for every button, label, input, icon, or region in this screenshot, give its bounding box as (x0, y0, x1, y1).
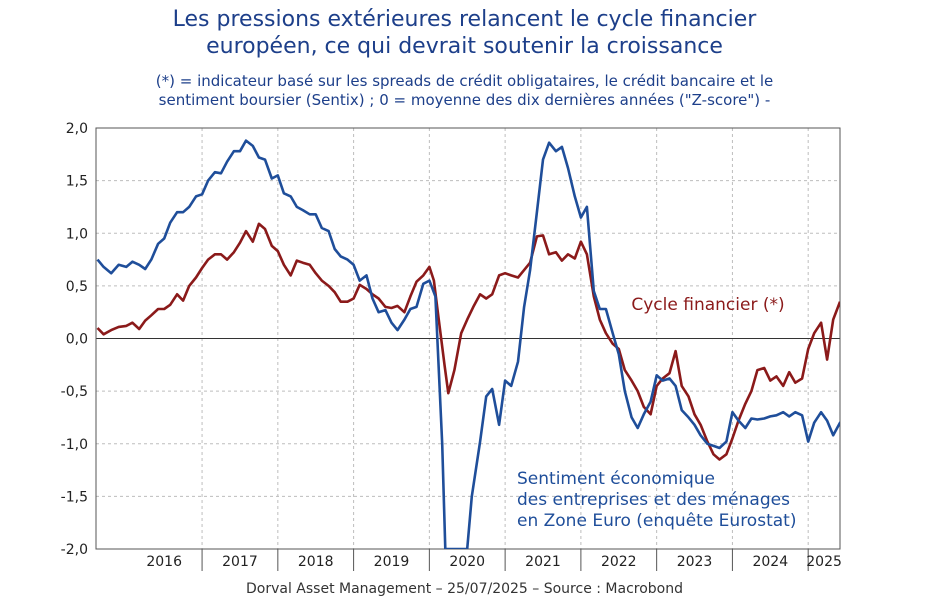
chart-subtitle: (*) = indicateur basé sur les spreads de… (0, 72, 929, 110)
x-tick-label: 2024 (752, 554, 788, 570)
economic-sentiment-line (96, 139, 840, 549)
chart-subtitle-line-1: (*) = indicateur basé sur les spreads de… (155, 72, 774, 90)
sentiment-label-line: Sentiment économique (517, 469, 715, 489)
y-tick-label: -2,0 (61, 542, 88, 558)
y-tick-label: 2,0 (66, 121, 88, 137)
financial-cycle-line (96, 222, 840, 461)
sentiment-label-line: des entreprises et des ménages (517, 490, 790, 510)
financial-cycle-label: Cycle financier (*) (631, 295, 784, 315)
source-footer: Dorval Asset Management – 25/07/2025 – S… (245, 581, 684, 597)
sentiment-label-line: en Zone Euro (enquête Eurostat) (517, 511, 796, 531)
y-tick-label: -1,5 (61, 489, 88, 505)
x-tick-label: 2018 (298, 554, 334, 570)
chart-title-line-2: européen, ce qui devrait soutenir la cro… (206, 34, 723, 59)
y-tick-label: 0,5 (66, 279, 88, 295)
chart-subtitle-line-2: sentiment boursier (Sentix) ; 0 = moyenn… (158, 91, 771, 109)
x-tick-label: 2023 (677, 554, 713, 570)
x-tick-label: 2019 (374, 554, 410, 570)
y-tick-label: 0,0 (66, 332, 88, 348)
y-tick-label: 1,5 (66, 174, 88, 190)
y-tick-label: -0,5 (61, 384, 88, 400)
x-tick-label: 2016 (146, 554, 182, 570)
y-tick-label: 1,0 (66, 226, 88, 242)
y-tick-label: -1,0 (61, 437, 88, 453)
x-tick-label: 2022 (601, 554, 637, 570)
x-tick-label: 2021 (525, 554, 561, 570)
chart-title-line-1: Les pressions extérieures relancent le c… (172, 7, 757, 32)
x-tick-label: 2020 (449, 554, 485, 570)
x-tick-label: 2017 (222, 554, 258, 570)
x-tick-label: 2025 (806, 554, 842, 570)
chart-title: Les pressions extérieures relancent le c… (0, 6, 929, 60)
